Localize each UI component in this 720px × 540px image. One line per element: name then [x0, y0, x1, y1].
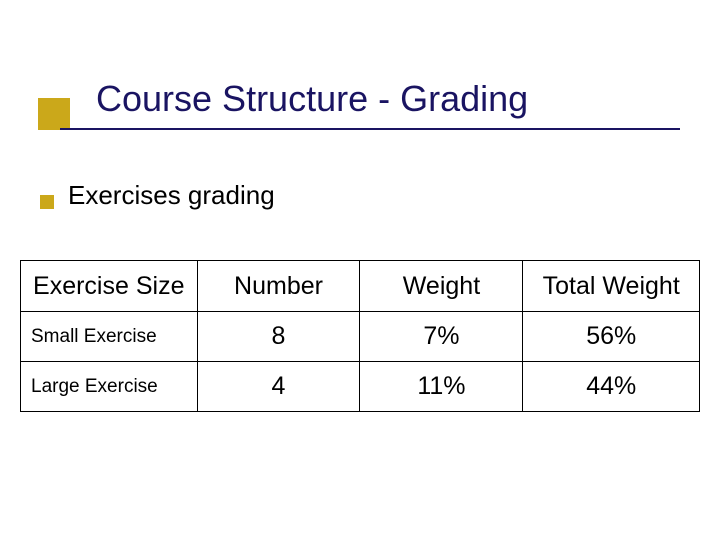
cell-total: 56%	[523, 312, 700, 362]
title-container: Course Structure - Grading	[96, 78, 528, 120]
grading-table: Exercise Size Number Weight Total Weight…	[20, 260, 700, 412]
table-header-row: Exercise Size Number Weight Total Weight	[21, 261, 700, 312]
table-row: Small Exercise 8 7% 56%	[21, 312, 700, 362]
table-row: Large Exercise 4 11% 44%	[21, 362, 700, 412]
cell-weight: 7%	[360, 312, 523, 362]
cell-row-label: Large Exercise	[21, 362, 198, 412]
title-accent-block	[38, 98, 70, 130]
grading-table-container: Exercise Size Number Weight Total Weight…	[20, 260, 700, 412]
cell-weight: 11%	[360, 362, 523, 412]
cell-number: 8	[197, 312, 360, 362]
subtitle: Exercises grading	[68, 180, 275, 211]
cell-number: 4	[197, 362, 360, 412]
col-header-exercise-size: Exercise Size	[21, 261, 198, 312]
title-underline	[60, 128, 680, 130]
col-header-number: Number	[197, 261, 360, 312]
col-header-total-weight: Total Weight	[523, 261, 700, 312]
col-header-weight: Weight	[360, 261, 523, 312]
subtitle-bullet	[40, 195, 54, 209]
cell-row-label: Small Exercise	[21, 312, 198, 362]
cell-total: 44%	[523, 362, 700, 412]
page-title: Course Structure - Grading	[96, 78, 528, 120]
